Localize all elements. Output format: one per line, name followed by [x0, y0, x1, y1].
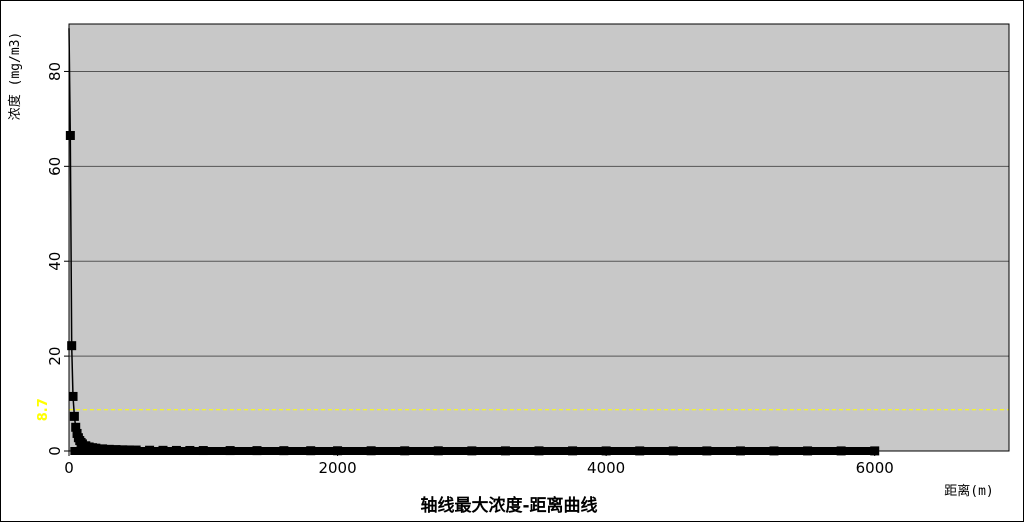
y-tick-label: 60	[46, 157, 64, 176]
reference-line-group: 8.7	[36, 398, 1009, 421]
data-point	[69, 411, 79, 421]
chart-title: 轴线最大浓度-距离曲线	[420, 495, 597, 516]
reference-line-label: 8.7	[36, 398, 51, 421]
gridlines	[69, 70, 1009, 357]
plot-area	[69, 24, 1009, 451]
y-tick-label: 80	[46, 62, 64, 81]
y-tick-label: 0	[46, 446, 64, 456]
x-axis-title: 距离(m)	[944, 483, 993, 499]
x-tick-label: 4000	[587, 459, 625, 477]
data-point	[67, 341, 77, 351]
y-tick-label: 20	[46, 347, 64, 366]
tick-labels: 0 20 40 60 80 0 2000 4000 6000	[46, 62, 894, 477]
data-point	[71, 422, 81, 432]
data-point	[68, 391, 78, 401]
x-tick-label: 2000	[318, 459, 356, 477]
y-axis-title: 浓度 (mg/m3)	[7, 32, 23, 121]
x-tick-label: 6000	[856, 459, 894, 477]
x-tick-label: 0	[64, 459, 74, 477]
data-point	[65, 130, 75, 140]
y-tick-label: 40	[46, 252, 64, 271]
plot-border	[68, 23, 1010, 452]
